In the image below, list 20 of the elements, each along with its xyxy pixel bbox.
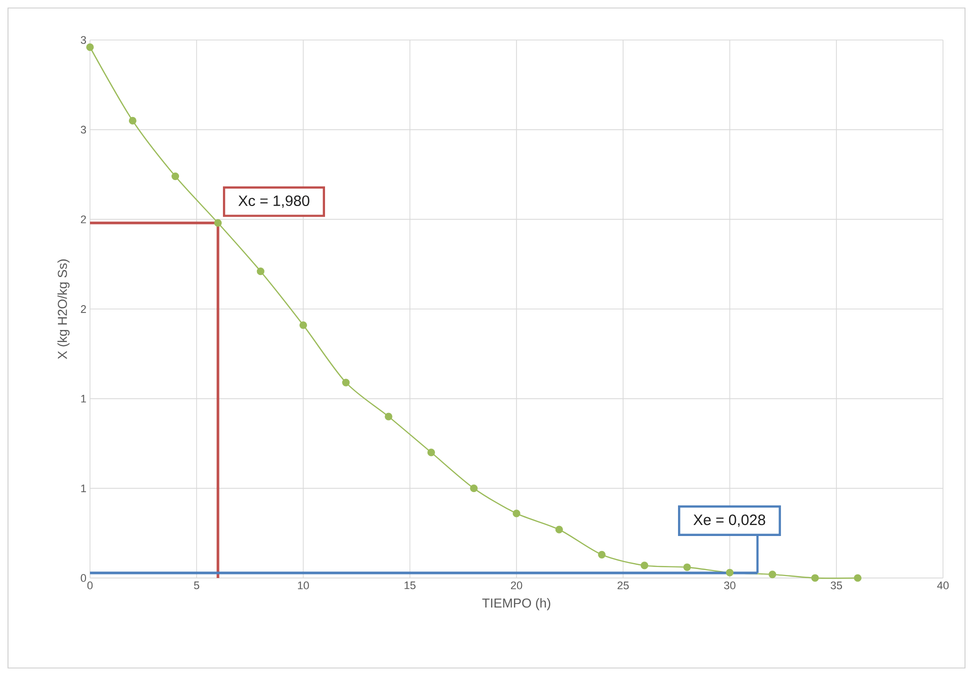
x-tick-label: 5 [194,582,200,590]
x-tick-label: 20 [510,582,522,590]
x-tick-label: 10 [298,582,309,590]
x-tick-label: 25 [618,582,629,590]
x-tick-label: 40 [937,582,949,590]
y-tick-label: 2 [80,305,86,313]
y-tick-label: 3 [80,36,86,44]
y-tick-label: 1 [81,394,86,402]
y-axis-title: X (kg H2O/kg Ss) [57,259,70,360]
x-tick-label: 30 [724,582,736,590]
annotation: Xe = 0,028 [693,514,766,527]
y-tick-label: 1 [81,484,86,492]
y-tick-label: 0 [80,574,86,582]
y-tick-label: 2 [80,216,86,224]
x-tick-label: 15 [404,582,416,590]
y-tick-label: 3 [80,126,86,134]
x-tick-label: 35 [830,582,842,590]
annotation: Xc = 1,980 [238,195,310,208]
x-axis-title: TIEMPO (h) [482,598,550,610]
x-tick-label: 0 [87,582,93,590]
